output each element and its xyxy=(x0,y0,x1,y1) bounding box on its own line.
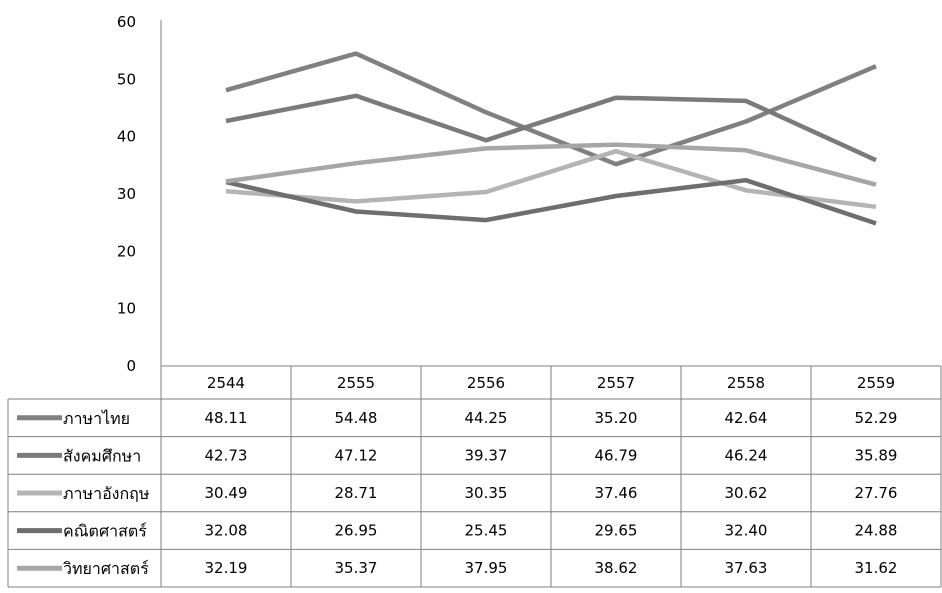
series-name-label: ภาษาไทย xyxy=(63,409,130,428)
series-line xyxy=(225,142,877,187)
data-value-label: 32.40 xyxy=(725,522,768,540)
data-value-label: 38.62 xyxy=(595,559,638,577)
data-value-label: 42.73 xyxy=(205,446,248,464)
data-value-label: 30.62 xyxy=(725,484,768,502)
series-line xyxy=(225,93,877,163)
data-value-label: 37.46 xyxy=(595,484,638,502)
series-name-label: สังคมศึกษา xyxy=(63,446,141,465)
x-category-label: 2559 xyxy=(857,374,895,392)
x-category-label: 2544 xyxy=(207,374,245,392)
data-table: 2544 2555 2556 2557 2558 2559 ภาษาไทย 48.11 54.4… xyxy=(7,365,942,588)
data-value-label: 54.48 xyxy=(335,409,378,427)
data-value-label: 24.88 xyxy=(855,522,898,540)
data-value-label: 46.24 xyxy=(725,446,768,464)
series-name-label: คณิตศาสตร์ xyxy=(63,522,147,541)
data-value-label: 35.37 xyxy=(335,559,378,577)
data-value-label: 29.65 xyxy=(595,522,638,540)
y-tick-label: 10 xyxy=(117,300,136,318)
data-value-label: 37.63 xyxy=(725,559,768,577)
y-tick-label: 30 xyxy=(117,185,136,203)
data-value-label: 30.49 xyxy=(205,484,248,502)
data-value-label: 48.11 xyxy=(205,409,248,427)
data-value-label: 27.76 xyxy=(855,484,898,502)
data-value-label: 25.45 xyxy=(465,522,508,540)
data-value-label: 32.19 xyxy=(205,559,248,577)
data-value-label: 35.20 xyxy=(595,409,638,427)
y-tick-label: 20 xyxy=(117,242,136,260)
y-tick-label: 40 xyxy=(117,128,136,146)
y-tick-label: 0 xyxy=(126,357,136,375)
data-value-label: 26.95 xyxy=(335,522,378,540)
data-value-label: 44.25 xyxy=(465,409,508,427)
data-value-label: 37.95 xyxy=(465,559,508,577)
series-name-label: วิทยาศาสตร์ xyxy=(63,559,149,578)
data-value-label: 32.08 xyxy=(205,522,248,540)
data-value-label: 28.71 xyxy=(335,484,378,502)
x-category-label: 2555 xyxy=(337,374,375,392)
data-value-label: 39.37 xyxy=(465,446,508,464)
series-line xyxy=(225,177,877,226)
x-category-label: 2557 xyxy=(597,374,635,392)
data-value-label: 47.12 xyxy=(335,446,378,464)
data-value-label: 42.64 xyxy=(725,409,768,427)
y-tick-label: 60 xyxy=(117,13,136,31)
data-value-label: 46.79 xyxy=(595,446,638,464)
y-axis: 0 10 20 30 40 50 60 xyxy=(117,13,162,375)
x-category-label: 2558 xyxy=(727,374,765,392)
series-lines xyxy=(225,51,877,226)
series-line xyxy=(225,148,877,210)
y-tick-label: 50 xyxy=(117,70,136,88)
data-value-label: 31.62 xyxy=(855,559,898,577)
x-category-label: 2556 xyxy=(467,374,505,392)
series-name-label: ภาษาอังกฤษ xyxy=(63,484,149,503)
data-value-label: 35.89 xyxy=(855,446,898,464)
data-value-label: 30.35 xyxy=(465,484,508,502)
data-value-label: 52.29 xyxy=(855,409,898,427)
